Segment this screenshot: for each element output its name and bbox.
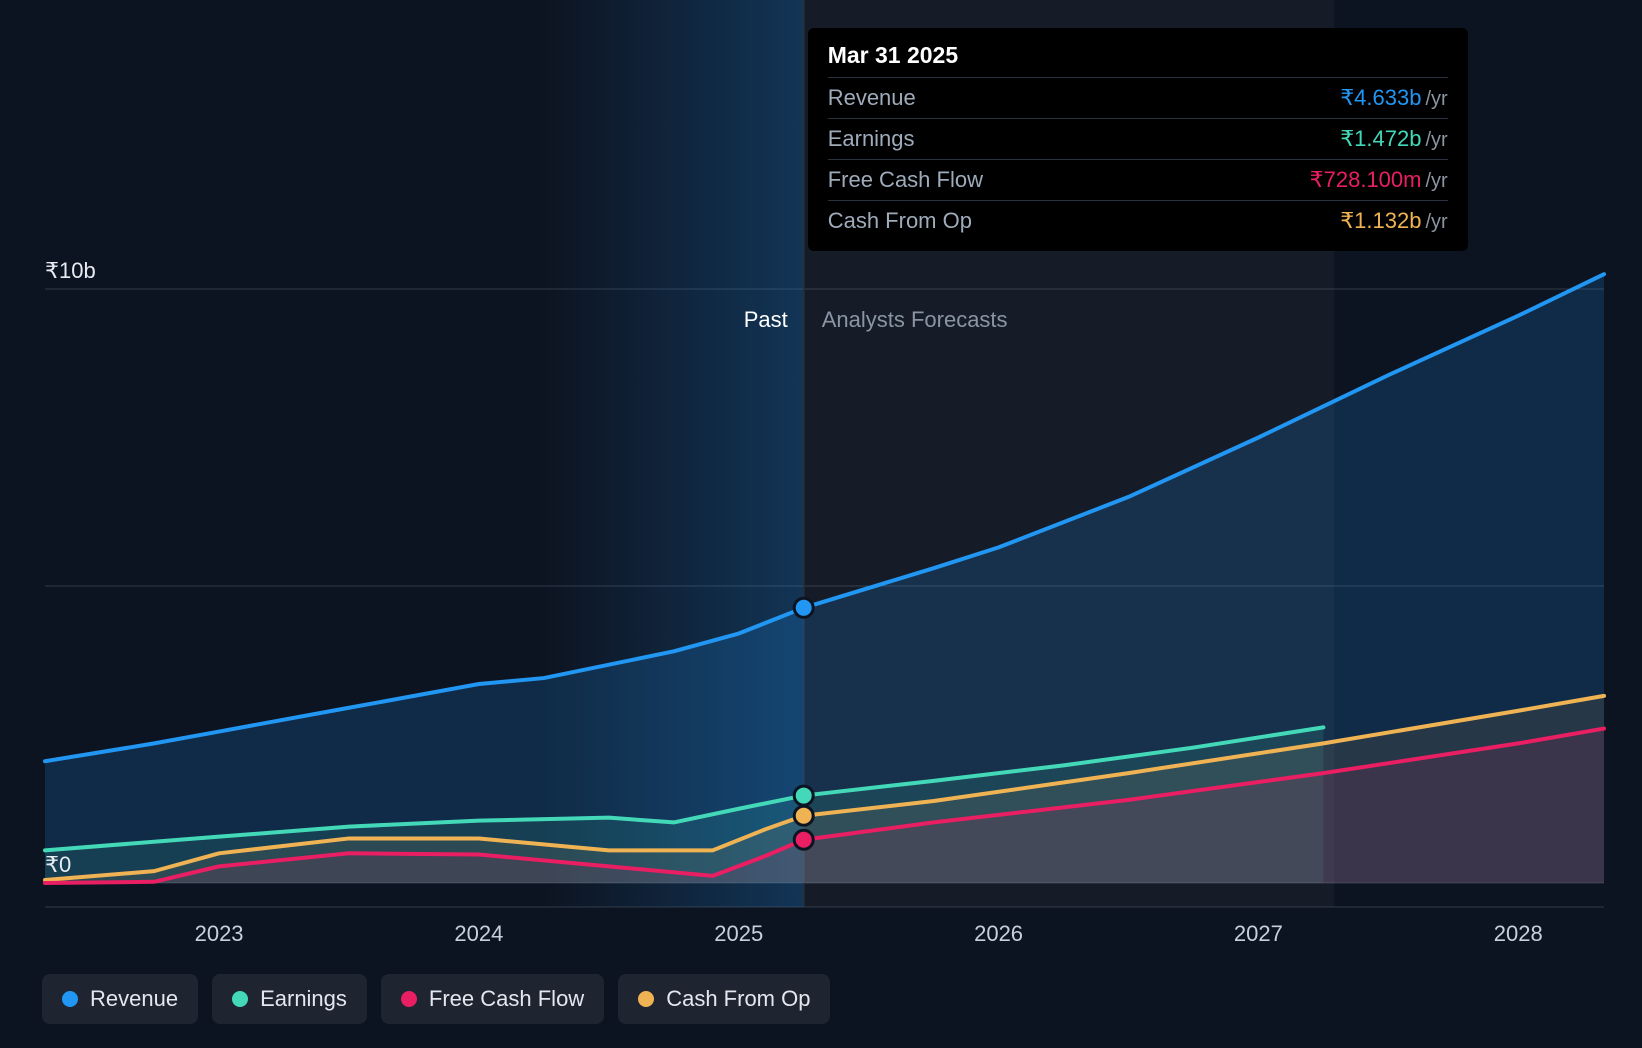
- legend-item-revenue[interactable]: Revenue: [42, 974, 198, 1024]
- x-axis-tick-label: 2023: [195, 921, 244, 947]
- legend-swatch: [401, 991, 417, 1007]
- divider-label-forecast: Analysts Forecasts: [822, 307, 1008, 333]
- legend-item-earnings[interactable]: Earnings: [212, 974, 367, 1024]
- y-axis-tick-label: ₹0: [45, 852, 71, 878]
- financials-chart[interactable]: ₹0 ₹10b 2023 2024 2025 2026 2027 2028 Past Ana…: [0, 0, 1642, 1048]
- tooltip-metric-label: Earnings: [828, 126, 915, 152]
- tooltip-metric-value: ₹1.472b: [1340, 126, 1421, 151]
- x-axis-tick-label: 2027: [1234, 921, 1283, 947]
- legend-label: Revenue: [90, 986, 178, 1012]
- legend-swatch: [638, 991, 654, 1007]
- tooltip-metric-unit: /yr: [1425, 170, 1447, 192]
- tooltip-row: Revenue ₹4.633b/yr: [828, 77, 1448, 118]
- legend-swatch: [62, 991, 78, 1007]
- tooltip-metric-value: ₹1.132b: [1340, 208, 1421, 233]
- legend-item-cash_from_op[interactable]: Cash From Op: [618, 974, 830, 1024]
- x-axis-tick-label: 2025: [714, 921, 763, 947]
- tooltip-metric-value: ₹4.633b: [1340, 85, 1421, 110]
- legend-label: Free Cash Flow: [429, 986, 584, 1012]
- x-axis-tick-label: 2024: [454, 921, 503, 947]
- tooltip-row: Free Cash Flow ₹728.100m/yr: [828, 159, 1448, 200]
- tooltip-row: Cash From Op ₹1.132b/yr: [828, 200, 1448, 241]
- hover-tooltip: Mar 31 2025 Revenue ₹4.633b/yr Earnings ₹1.…: [808, 28, 1468, 251]
- tooltip-metric-label: Free Cash Flow: [828, 167, 983, 193]
- y-axis-tick-label: ₹10b: [45, 258, 96, 284]
- tooltip-metric-unit: /yr: [1425, 88, 1447, 110]
- legend-label: Cash From Op: [666, 986, 810, 1012]
- legend-swatch: [232, 991, 248, 1007]
- tooltip-metric-label: Cash From Op: [828, 208, 972, 234]
- tooltip-row: Earnings ₹1.472b/yr: [828, 118, 1448, 159]
- tooltip-metric-value: ₹728.100m: [1310, 167, 1422, 192]
- tooltip-metric-label: Revenue: [828, 85, 916, 111]
- tooltip-metric-unit: /yr: [1425, 211, 1447, 233]
- tooltip-metric-unit: /yr: [1425, 129, 1447, 151]
- chart-legend: Revenue Earnings Free Cash Flow Cash From O…: [42, 974, 830, 1024]
- legend-label: Earnings: [260, 986, 347, 1012]
- x-axis-tick-label: 2026: [974, 921, 1023, 947]
- tooltip-date: Mar 31 2025: [828, 42, 1448, 77]
- divider-label-past: Past: [744, 307, 788, 333]
- x-axis-tick-label: 2028: [1494, 921, 1543, 947]
- legend-item-fcf[interactable]: Free Cash Flow: [381, 974, 604, 1024]
